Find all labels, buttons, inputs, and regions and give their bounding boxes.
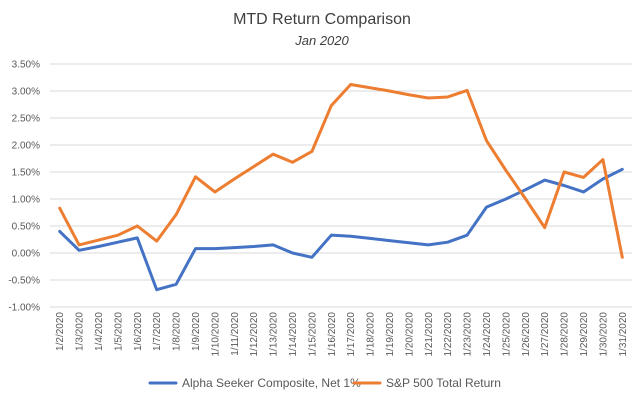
x-tick-label: 1/8/2020 [172,312,183,351]
y-tick-label: 0.00% [12,249,40,260]
x-tick-label: 1/5/2020 [113,312,124,351]
x-tick-label: 1/13/2020 [269,312,280,357]
x-tick-label: 1/18/2020 [366,312,377,357]
gridlines [50,63,632,308]
x-tick-label: 1/2/2020 [55,312,66,351]
x-tick-label: 1/29/2020 [579,312,590,357]
x-tick-label: 1/16/2020 [327,312,338,357]
x-tick-label: 1/24/2020 [482,312,493,357]
x-tick-label: 1/4/2020 [94,312,105,351]
y-tick-label: 0.50% [12,222,40,233]
series-line-sp500 [58,83,624,259]
x-tick-label: 1/11/2020 [230,312,241,356]
y-tick-label: 1.00% [12,195,40,206]
x-tick-label: 1/31/2020 [618,312,629,357]
x-tick-label: 1/10/2020 [210,312,221,357]
x-tick-label: 1/23/2020 [463,312,474,357]
y-tick-label: -0.50% [8,276,40,287]
series-lines [58,83,624,292]
series-line-alpha-seeker [58,167,624,292]
x-tick-label: 1/20/2020 [404,312,415,357]
x-tick-label: 1/12/2020 [249,312,260,357]
x-tick-label: 1/25/2020 [501,312,512,357]
x-tick-label: 1/17/2020 [346,312,357,357]
x-tick-label: 1/15/2020 [307,312,318,357]
y-axis: -1.00% -0.50% 0.00% 0.50% 1.00% 1.50% 2.00% 2.5… [8,60,40,314]
x-tick-label: 1/6/2020 [133,312,144,351]
legend-label: Alpha Seeker Composite, Net 1% [182,376,361,390]
y-tick-label: 2.50% [12,114,40,125]
x-tick-label: 1/21/2020 [424,312,435,357]
chart-title: MTD Return Comparison [233,11,411,28]
y-tick-label: -1.00% [8,303,40,314]
y-tick-label: 1.50% [12,168,40,179]
chart-subtitle: Jan 2020 [294,33,349,48]
x-axis: 1/2/2020 1/3/2020 1/4/2020 1/5/2020 1/6/2020… [55,312,629,357]
y-tick-label: 3.00% [12,87,40,98]
x-tick-label: 1/3/2020 [75,312,86,351]
x-tick-label: 1/14/2020 [288,312,299,357]
y-tick-label: 2.00% [12,141,40,152]
y-tick-label: 3.50% [12,60,40,71]
x-tick-label: 1/19/2020 [385,312,396,357]
x-tick-label: 1/30/2020 [598,312,609,357]
x-tick-label: 1/22/2020 [443,312,454,357]
x-tick-label: 1/28/2020 [560,312,571,357]
x-tick-label: 1/27/2020 [540,312,551,357]
legend: Alpha Seeker Composite, Net 1% S&P 500 To… [148,376,501,390]
x-tick-label: 1/26/2020 [521,312,532,357]
legend-label: S&P 500 Total Return [386,376,501,390]
x-tick-label: 1/9/2020 [191,312,202,351]
x-tick-label: 1/7/2020 [152,312,163,351]
